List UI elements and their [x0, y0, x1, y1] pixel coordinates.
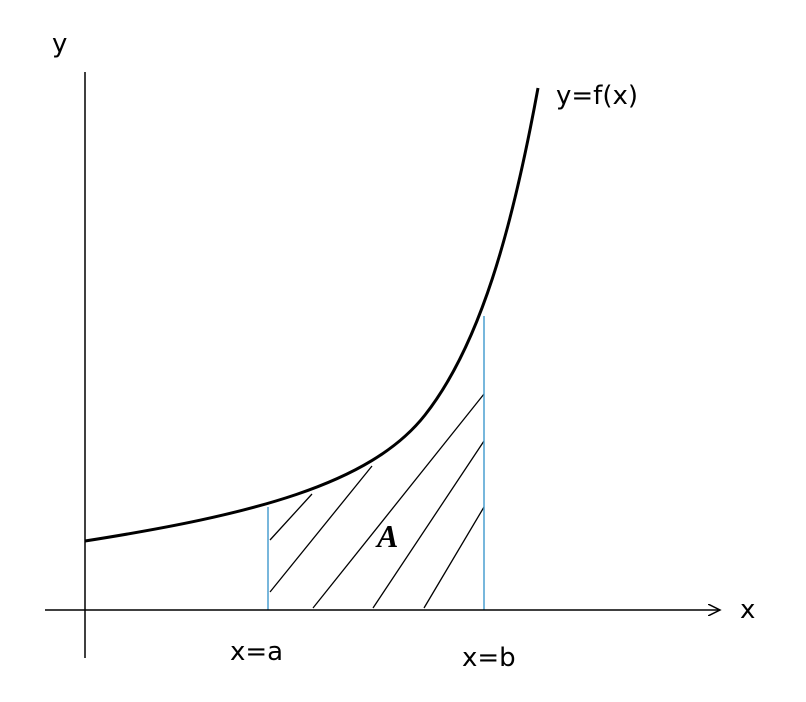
area-label: A	[375, 518, 398, 554]
hatch-line	[269, 493, 313, 541]
y-axis-label: y	[52, 29, 67, 59]
lower-bound-label: x=a	[230, 637, 283, 667]
curve	[84, 87, 540, 543]
hatch-line	[312, 393, 485, 609]
hatch-line	[372, 440, 485, 609]
x-axis-label: x	[740, 595, 755, 625]
hatching	[269, 393, 485, 609]
hatch-line	[269, 465, 373, 593]
upper-bound-label: x=b	[462, 643, 516, 673]
curve-label: y=f(x)	[556, 81, 638, 111]
hatch-line	[423, 506, 485, 609]
